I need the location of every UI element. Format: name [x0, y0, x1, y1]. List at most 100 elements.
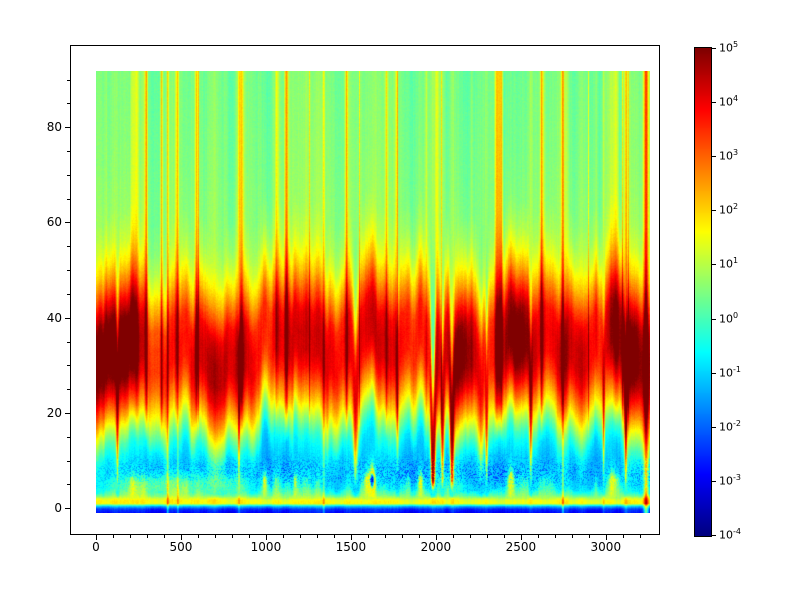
x-minor-tick: [554, 535, 556, 538]
x-minor-tick: [112, 535, 114, 538]
y-tick: [65, 127, 70, 129]
x-minor-tick: [333, 535, 335, 538]
colorbar-label-exponent: 0: [733, 310, 739, 320]
colorbar-tick-label: 10-1: [719, 364, 741, 381]
x-tick-label: 1000: [250, 540, 282, 554]
y-minor-tick: [67, 341, 70, 343]
y-minor-tick: [67, 151, 70, 153]
x-minor-tick: [452, 535, 454, 538]
colorbar-tick-label: 10-2: [719, 418, 741, 435]
y-minor-tick: [67, 246, 70, 248]
x-minor-tick: [486, 535, 488, 538]
y-minor-tick: [67, 79, 70, 81]
colorbar-label-base: 10: [719, 474, 733, 488]
x-minor-tick: [384, 535, 386, 538]
y-minor-tick: [67, 174, 70, 176]
x-tick: [180, 535, 182, 540]
y-minor-tick: [67, 436, 70, 438]
y-minor-tick: [67, 365, 70, 367]
x-tick: [350, 535, 352, 540]
y-minor-tick: [67, 103, 70, 105]
colorbar-tick: [712, 535, 716, 536]
x-tick: [96, 535, 97, 540]
x-tick-label: 2500: [505, 540, 537, 554]
colorbar-tick-label: 103: [719, 149, 738, 164]
colorbar-tick-label: 102: [719, 203, 738, 218]
x-tick-label: 2000: [420, 540, 452, 554]
x-tick: [435, 535, 437, 540]
colorbar-label-base: 10: [719, 258, 733, 272]
colorbar-tick-label: 104: [719, 95, 738, 110]
colorbar-tick-label: 100: [719, 310, 739, 327]
x-minor-tick: [316, 535, 318, 538]
colorbar-label-base: 10: [719, 420, 733, 434]
x-minor-tick: [367, 535, 369, 538]
y-minor-tick: [67, 460, 70, 462]
x-minor-tick: [231, 535, 233, 538]
x-minor-tick: [214, 535, 216, 538]
x-tick: [520, 535, 522, 540]
colorbar-label-base: 10: [719, 366, 733, 380]
colorbar-tick: [712, 264, 716, 266]
y-minor-tick: [67, 484, 70, 486]
y-tick-label: 20: [46, 405, 62, 420]
x-minor-tick: [248, 535, 250, 538]
colorbar-tick: [712, 48, 716, 49]
colorbar-label-exponent: 1: [733, 256, 739, 266]
y-tick: [65, 222, 70, 224]
colorbar-tick-label: 101: [719, 257, 738, 272]
colorbar-tick-label: 105: [719, 41, 738, 56]
colorbar-label-exponent: 3: [733, 148, 739, 158]
colorbar-tick-label: 10-3: [719, 472, 741, 489]
colorbar-tick: [712, 480, 716, 482]
x-tick-label: 3000: [590, 540, 622, 554]
x-minor-tick: [163, 535, 165, 538]
colorbar-tick: [712, 318, 716, 320]
plot-frame: [70, 45, 660, 535]
y-tick-label: 40: [46, 310, 62, 325]
x-minor-tick: [282, 535, 284, 538]
x-minor-tick: [571, 535, 573, 538]
x-tick-label: 500: [169, 540, 193, 554]
colorbar-label-base: 10: [719, 41, 733, 55]
colorbar-tick: [712, 210, 716, 212]
colorbar-label-exponent: -2: [733, 418, 741, 428]
colorbar-tick: [712, 102, 716, 104]
x-minor-tick: [503, 535, 505, 538]
x-minor-tick: [537, 535, 539, 538]
colorbar-label-exponent: 4: [733, 94, 739, 104]
x-tick: [605, 535, 607, 540]
y-tick-label: 0: [54, 501, 62, 516]
y-minor-tick: [67, 293, 70, 295]
x-minor-tick: [299, 535, 301, 538]
x-minor-tick: [129, 535, 131, 538]
x-tick: [265, 535, 267, 540]
x-minor-tick: [588, 535, 590, 538]
colorbar-tick: [712, 156, 716, 158]
colorbar-label-exponent: -4: [733, 527, 741, 536]
colorbar-label-base: 10: [719, 528, 733, 542]
colorbar-label-exponent: -1: [733, 364, 741, 374]
x-minor-tick: [622, 535, 624, 538]
y-tick-label: 80: [46, 120, 62, 135]
x-tick-label: 0: [92, 540, 100, 554]
colorbar-tick: [712, 426, 716, 428]
colorbar-label-exponent: -3: [733, 472, 741, 482]
colorbar-tick: [712, 372, 716, 374]
colorbar-label-base: 10: [719, 312, 733, 326]
colorbar-label-base: 10: [719, 149, 733, 163]
x-minor-tick: [418, 535, 420, 538]
y-tick: [65, 412, 70, 414]
y-tick: [65, 508, 70, 510]
y-minor-tick: [67, 198, 70, 200]
x-minor-tick: [197, 535, 199, 538]
colorbar-label-base: 10: [719, 95, 733, 109]
heatmap-canvas: [96, 71, 650, 513]
colorbar-tick-label: 10-4: [719, 528, 741, 543]
x-minor-tick: [401, 535, 403, 538]
y-tick-label: 60: [46, 215, 62, 230]
colorbar-label-base: 10: [719, 203, 733, 217]
y-minor-tick: [67, 389, 70, 391]
colorbar-label-exponent: 5: [733, 40, 739, 49]
